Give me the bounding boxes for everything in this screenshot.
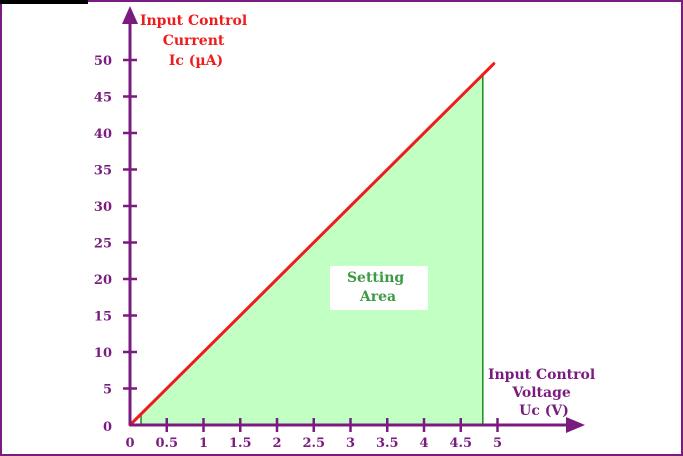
x-axis-title-line: Uc (V) bbox=[519, 403, 569, 419]
y-axis-title-line: Input Control bbox=[140, 13, 247, 29]
x-tick-label: 2 bbox=[272, 436, 281, 451]
y-tick-label: 35 bbox=[94, 164, 112, 179]
tick-layer: 0 0.5 1 1.5 2 2.5 3 3.5 4 4.5 50510152025303540455… bbox=[94, 54, 502, 451]
x-tick-label: 0 bbox=[125, 436, 134, 451]
x-tick-label: 0.5 bbox=[155, 436, 178, 451]
y-axis-title-line: Current bbox=[163, 33, 225, 49]
y-tick-label: 25 bbox=[94, 237, 112, 252]
setting-area-fill bbox=[141, 74, 483, 425]
y-tick-label: 45 bbox=[94, 91, 112, 106]
y-tick-label: 40 bbox=[94, 127, 112, 142]
y-tick-label: 0 bbox=[103, 420, 112, 435]
y-tick-label: 10 bbox=[94, 346, 112, 361]
x-axis-arrowhead bbox=[566, 417, 585, 433]
y-axis-title: Input Control Current Ic (µA) bbox=[140, 13, 252, 69]
setting-area-label-line: Setting bbox=[347, 270, 404, 286]
x-axis-title-line: Voltage bbox=[511, 385, 571, 401]
setting-area-label: Setting Area bbox=[347, 270, 409, 305]
x-axis-title-line: Input Control bbox=[488, 367, 595, 383]
y-tick-label: 20 bbox=[94, 273, 112, 288]
y-tick-label: 30 bbox=[94, 200, 112, 215]
series-layer bbox=[128, 62, 496, 427]
x-tick-label: 2.5 bbox=[302, 436, 325, 451]
y-axis-title-line: Ic (µA) bbox=[169, 53, 223, 69]
setting-area-label-box bbox=[330, 266, 428, 310]
x-tick-label: 4.5 bbox=[449, 436, 472, 451]
corner-tab bbox=[0, 0, 88, 4]
y-tick-label: 50 bbox=[94, 54, 112, 69]
setting-area-layer bbox=[140, 74, 484, 425]
setting-area-label-line: Area bbox=[359, 289, 396, 305]
x-tick-label: 4 bbox=[419, 436, 428, 451]
y-tick-label: 5 bbox=[103, 383, 112, 398]
x-tick-label: 1 bbox=[199, 436, 208, 451]
x-tick-label: 3.5 bbox=[376, 436, 399, 451]
x-tick-label: 1.5 bbox=[229, 436, 252, 451]
x-tick-label: 3 bbox=[346, 436, 355, 451]
x-axis-title: Input Control Voltage Uc (V) bbox=[488, 367, 600, 419]
y-axis-arrowhead bbox=[122, 6, 138, 24]
x-tick-label: 5 bbox=[493, 436, 502, 451]
y-tick-label: 15 bbox=[94, 310, 112, 325]
control-characteristic-line bbox=[128, 62, 496, 427]
